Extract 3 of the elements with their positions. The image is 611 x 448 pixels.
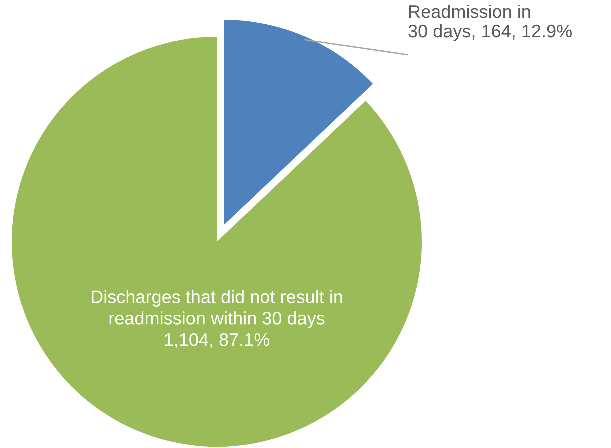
slice-label: Readmission in 30 days, 164, 12.9% <box>408 5 572 42</box>
slice-label: Discharges that did not result in readmission within 30 days <box>92 290 342 328</box>
data-label: 1,104, 87.1% <box>165 333 270 348</box>
